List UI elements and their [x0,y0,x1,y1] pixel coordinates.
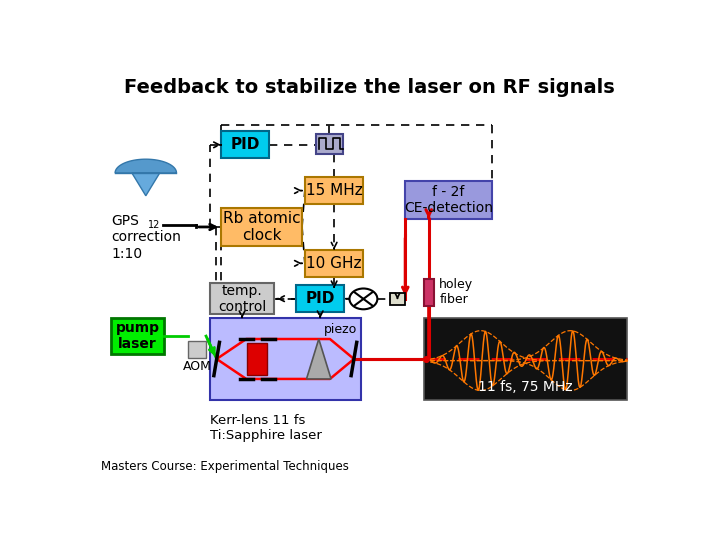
FancyBboxPatch shape [210,319,361,400]
Text: PID: PID [305,291,335,306]
FancyBboxPatch shape [305,177,364,204]
Text: 11 fs, 75 MHz: 11 fs, 75 MHz [478,380,573,394]
Text: piezo: piezo [324,322,358,335]
FancyBboxPatch shape [221,208,302,246]
FancyBboxPatch shape [305,250,364,277]
Text: temp.
control: temp. control [218,284,266,314]
Text: Rb atomic
clock: Rb atomic clock [222,211,300,243]
Text: Masters Course: Experimental Techniques: Masters Course: Experimental Techniques [101,460,349,473]
FancyBboxPatch shape [405,181,492,219]
FancyBboxPatch shape [390,293,405,305]
FancyBboxPatch shape [188,341,206,358]
Text: AOM: AOM [182,360,211,373]
FancyBboxPatch shape [248,343,267,375]
FancyBboxPatch shape [316,134,343,154]
Polygon shape [132,173,160,196]
Polygon shape [307,339,331,379]
Text: pump
laser: pump laser [116,321,160,351]
FancyBboxPatch shape [221,131,269,158]
Text: PID: PID [230,137,259,152]
FancyBboxPatch shape [423,279,433,306]
FancyBboxPatch shape [423,319,627,400]
Text: 15 MHz: 15 MHz [306,183,362,198]
FancyBboxPatch shape [111,319,164,354]
Text: Feedback to stabilize the laser on RF signals: Feedback to stabilize the laser on RF si… [124,78,614,97]
Text: f - 2f
CE-detection: f - 2f CE-detection [404,185,493,215]
Text: 12: 12 [148,220,160,230]
Circle shape [349,288,377,309]
Text: holey
fiber: holey fiber [439,279,474,307]
FancyBboxPatch shape [210,283,274,314]
Text: 10 GHz: 10 GHz [307,256,362,271]
Polygon shape [115,159,176,173]
Text: Kerr-lens 11 fs
Ti:Sapphire laser: Kerr-lens 11 fs Ti:Sapphire laser [210,414,322,442]
Text: GPS
correction
1:10: GPS correction 1:10 [111,214,181,261]
FancyBboxPatch shape [297,285,344,312]
